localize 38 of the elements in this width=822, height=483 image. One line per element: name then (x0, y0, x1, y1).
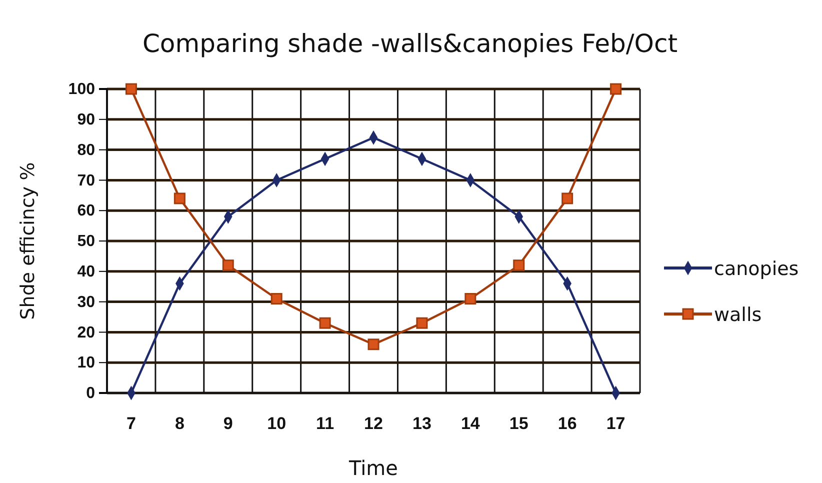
point (222, 260, 234, 272)
point (562, 192, 574, 204)
x-tick-label: 10 (267, 414, 286, 434)
point (174, 192, 186, 204)
y-tick-label: 40 (77, 264, 96, 281)
point (416, 317, 428, 329)
x-tick-label: 9 (223, 414, 233, 434)
x-tick-label: 15 (509, 414, 528, 434)
point (513, 260, 525, 272)
point (464, 293, 476, 305)
y-tick-label: 80 (77, 142, 96, 159)
x-axis-title: Time (348, 456, 398, 480)
point (610, 83, 622, 95)
y-tick-label: 70 (77, 172, 96, 190)
chart-title: Comparing shade -walls&canopies Feb/Oct (142, 29, 678, 58)
point (125, 83, 137, 95)
x-tick-label: 17 (606, 414, 626, 434)
legend-label: canopies (714, 258, 799, 280)
x-tick-label: 8 (174, 414, 184, 434)
y-tick-label: 90 (77, 112, 96, 129)
y-tick-label: 100 (68, 81, 96, 98)
x-tick-label: 12 (364, 414, 383, 434)
y-tick-label: 10 (77, 354, 96, 372)
y-tick-label: 30 (77, 294, 96, 311)
y-tick-label: 50 (77, 233, 96, 250)
y-tick-label: 60 (77, 202, 96, 220)
x-tick-label: 11 (316, 414, 334, 434)
legend-label: walls (714, 304, 762, 326)
point (368, 338, 380, 350)
y-tick-label: 20 (77, 324, 96, 342)
y-tick-label: 0 (86, 385, 96, 402)
x-tick-label: 13 (412, 414, 432, 434)
x-tick-label: 16 (558, 414, 577, 434)
y-axis-title: Shde efficincy % (17, 162, 39, 320)
x-tick-label: 7 (126, 414, 136, 434)
point (319, 317, 331, 329)
point (270, 293, 282, 305)
x-tick-label: 14 (460, 414, 480, 434)
